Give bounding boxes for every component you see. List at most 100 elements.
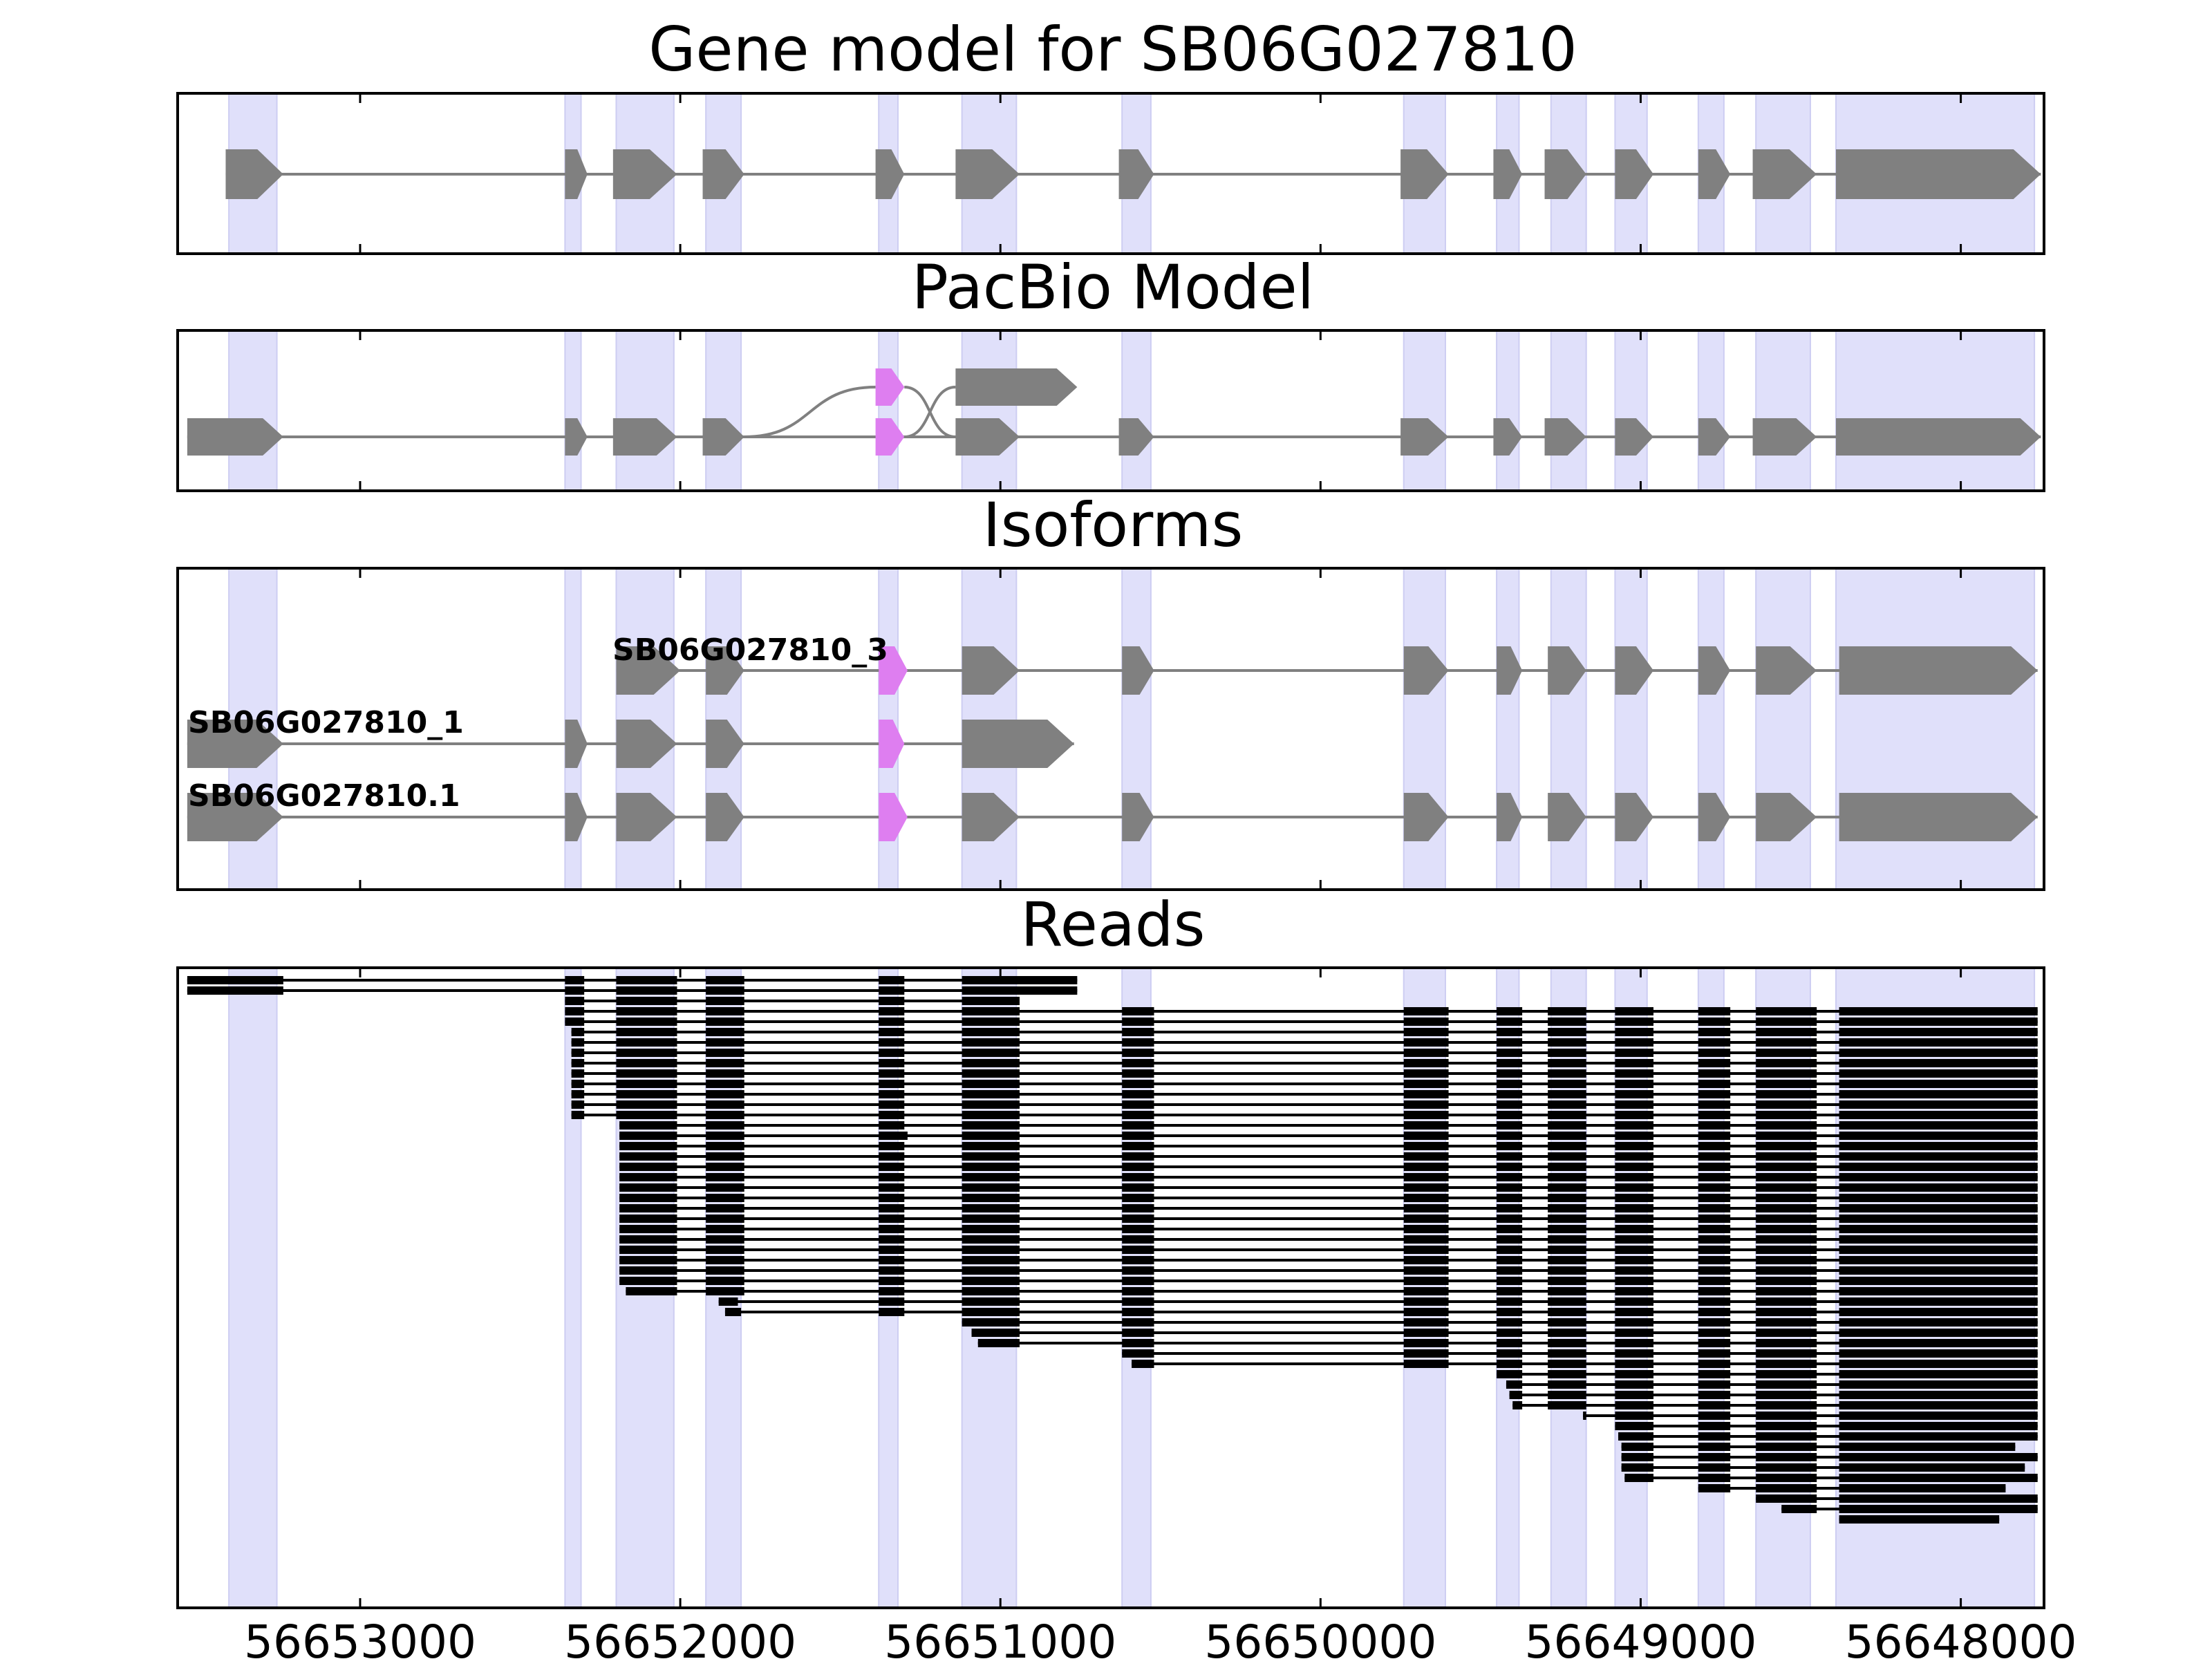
read-exon bbox=[1548, 1391, 1586, 1399]
read-exon bbox=[706, 1204, 744, 1212]
read-exon bbox=[1497, 1204, 1523, 1212]
read-exon bbox=[879, 1080, 905, 1088]
read-exon bbox=[1756, 1225, 1817, 1233]
read-exon bbox=[1548, 1256, 1586, 1264]
read-exon bbox=[706, 1090, 744, 1098]
read-exon bbox=[1615, 1380, 1653, 1389]
read-exon bbox=[1698, 1318, 1731, 1327]
exon-block bbox=[1615, 793, 1653, 841]
read-exon bbox=[1621, 1443, 1653, 1451]
read-exon bbox=[1698, 1183, 1731, 1192]
read-exon bbox=[1839, 1422, 2038, 1430]
read-exon bbox=[1548, 1297, 1586, 1306]
splice-curve bbox=[744, 386, 876, 438]
exon-block bbox=[1493, 149, 1523, 199]
read-exon bbox=[1839, 1484, 2006, 1492]
read-exon bbox=[1756, 1111, 1817, 1119]
read-exon bbox=[571, 1100, 585, 1109]
read-exon bbox=[706, 997, 744, 1005]
read-exon bbox=[1615, 1028, 1653, 1036]
read-exon bbox=[1497, 1132, 1523, 1140]
read-exon bbox=[706, 1080, 744, 1088]
exon-highlight-band bbox=[1835, 330, 2036, 491]
read-exon bbox=[962, 1111, 1020, 1119]
reads-title: Reads bbox=[1021, 889, 1206, 960]
isoform-label: SB06G027810_3 bbox=[612, 632, 888, 668]
exon-block bbox=[1122, 646, 1154, 695]
read-exon bbox=[1403, 1090, 1449, 1098]
read-exon bbox=[879, 1142, 905, 1150]
exon-block bbox=[962, 720, 1074, 768]
read-exon bbox=[879, 1215, 905, 1223]
read-exon bbox=[962, 1028, 1020, 1036]
read-exon bbox=[1698, 1391, 1731, 1399]
read-exon bbox=[1839, 1308, 2038, 1316]
read-exon bbox=[879, 1152, 905, 1161]
read-exon bbox=[1548, 1225, 1586, 1233]
read-exon bbox=[1756, 1132, 1817, 1140]
read-exon bbox=[706, 1132, 744, 1140]
read-exon bbox=[1615, 1163, 1653, 1171]
read-exon bbox=[1756, 1007, 1817, 1015]
read-exon bbox=[1615, 1049, 1653, 1057]
exon-block bbox=[1698, 793, 1731, 841]
read-exon bbox=[1403, 1132, 1449, 1140]
read-exon bbox=[706, 1121, 744, 1130]
read-exon bbox=[1548, 1100, 1586, 1109]
read-exon bbox=[879, 1018, 905, 1026]
read-exon bbox=[706, 1256, 744, 1264]
exon-highlight-band bbox=[705, 330, 742, 491]
read-exon bbox=[1615, 1308, 1653, 1316]
read-exon bbox=[1122, 1215, 1154, 1223]
x-tick-label: 56648000 bbox=[1845, 1615, 2077, 1659]
read-exon bbox=[1781, 1505, 1817, 1513]
exon-block bbox=[187, 418, 283, 456]
read-exon bbox=[1497, 1018, 1523, 1026]
read-exon bbox=[1756, 1370, 1817, 1378]
read-exon bbox=[962, 1183, 1020, 1192]
gene-model-title: Gene model for SB06G027810 bbox=[648, 14, 1577, 85]
exon-block bbox=[1493, 418, 1523, 456]
read-exon bbox=[1497, 1308, 1523, 1316]
read-exon bbox=[619, 1204, 677, 1212]
read-exon bbox=[1615, 1401, 1653, 1409]
read-exon bbox=[962, 1287, 1020, 1295]
read-exon bbox=[1698, 1194, 1731, 1202]
read-exon bbox=[706, 1215, 744, 1223]
read-exon bbox=[1698, 1069, 1731, 1078]
read-exon bbox=[962, 1204, 1020, 1212]
x-tick-label: 56651000 bbox=[884, 1615, 1116, 1659]
read-exon bbox=[1756, 1090, 1817, 1098]
read-exon bbox=[706, 1069, 744, 1078]
read-exon bbox=[1497, 1360, 1523, 1368]
exon-block bbox=[1839, 793, 2038, 841]
read-exon bbox=[1698, 1038, 1731, 1047]
read-exon bbox=[1403, 1277, 1449, 1285]
read-exon bbox=[1497, 1246, 1523, 1254]
read-exon bbox=[1403, 1049, 1449, 1057]
read-exon bbox=[1122, 1235, 1154, 1244]
read-exon bbox=[962, 1173, 1020, 1181]
read-exon bbox=[1698, 1246, 1731, 1254]
read-exon bbox=[962, 1246, 1020, 1254]
read-exon bbox=[1615, 1349, 1653, 1358]
read-exon bbox=[619, 1152, 677, 1161]
read-exon bbox=[1403, 1194, 1449, 1202]
exon-highlight-band bbox=[1835, 568, 2036, 890]
read-exon bbox=[619, 1121, 677, 1130]
read-exon bbox=[1615, 1090, 1653, 1098]
read-exon bbox=[565, 976, 585, 984]
read-exon bbox=[879, 1069, 905, 1078]
read-exon bbox=[1698, 1018, 1731, 1026]
exon-block bbox=[875, 418, 905, 456]
read-exon bbox=[706, 1049, 744, 1057]
read-exon bbox=[706, 1111, 744, 1119]
read-exon bbox=[619, 1163, 677, 1171]
exon-block bbox=[955, 149, 1020, 199]
read-exon bbox=[1403, 1235, 1449, 1244]
read-exon bbox=[1839, 1142, 2038, 1150]
read-exon bbox=[962, 1318, 1020, 1327]
panel-frame bbox=[176, 567, 2045, 891]
read-exon bbox=[1698, 1370, 1731, 1378]
read-exon bbox=[1615, 1018, 1653, 1026]
